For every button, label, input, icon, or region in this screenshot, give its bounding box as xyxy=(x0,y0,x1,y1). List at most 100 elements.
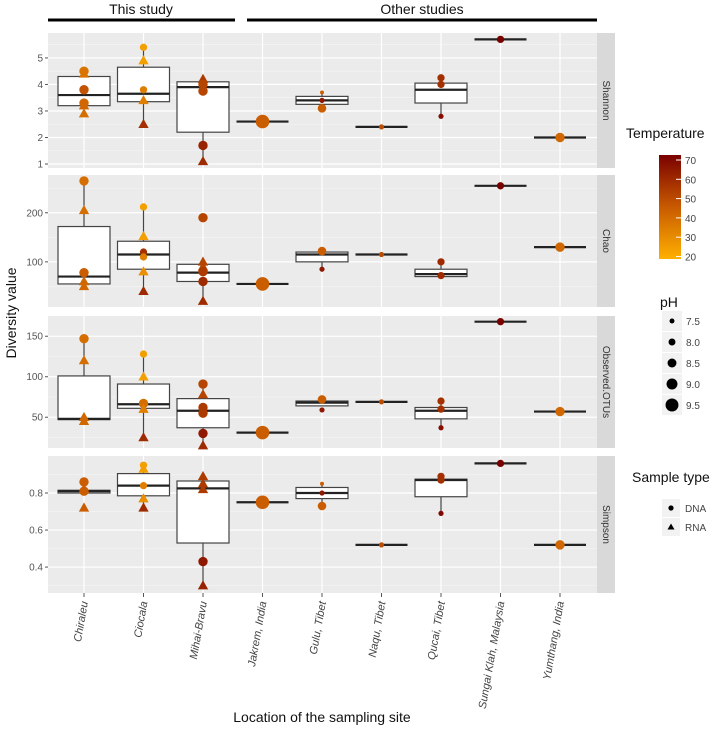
facet-strip xyxy=(597,33,615,168)
data-point-dna xyxy=(139,481,148,490)
data-point-dna xyxy=(198,556,208,567)
ph-label: 8.5 xyxy=(686,359,700,370)
data-point-dna xyxy=(317,395,327,404)
ph-size-key xyxy=(666,378,678,390)
data-point-dna xyxy=(198,276,208,287)
rna-triangle-icon xyxy=(667,523,675,530)
data-point-dna xyxy=(139,350,148,358)
data-point-dna xyxy=(437,397,445,405)
data-point-rna xyxy=(78,68,90,78)
facet-strip-label: Chao xyxy=(600,229,611,253)
x-tick-label: Qucai, Tibet xyxy=(426,600,448,661)
box xyxy=(57,375,111,421)
data-point-dna xyxy=(79,176,89,186)
facet-strip-label: Shannon xyxy=(600,80,611,120)
data-point-dna xyxy=(79,477,89,487)
data-point-dna xyxy=(255,495,270,510)
y-tick-label: 4 xyxy=(37,80,43,91)
data-point-dna xyxy=(438,510,444,516)
data-point-dna xyxy=(317,501,327,511)
legend-title-temperature: Temperature xyxy=(626,125,705,141)
data-point-dna xyxy=(198,212,208,223)
data-point-dna xyxy=(139,253,148,261)
x-tick-label: Jakrem, India xyxy=(246,600,269,668)
data-point-rna xyxy=(138,230,149,241)
data-point-rna xyxy=(197,483,209,494)
sample-type-label: RNA xyxy=(685,523,706,534)
facet-strip xyxy=(597,175,615,307)
data-point-dna xyxy=(437,271,445,280)
data-point-dna xyxy=(437,258,445,266)
data-point-rna xyxy=(138,371,149,381)
temperature-colorbar xyxy=(659,155,681,259)
data-point-dna xyxy=(198,428,208,439)
ph-size-key xyxy=(669,318,675,324)
data-point-dna xyxy=(139,203,148,211)
data-point-rna xyxy=(197,580,209,590)
data-point-dna xyxy=(555,242,565,252)
y-tick-label: 100 xyxy=(26,372,43,383)
data-point-dna xyxy=(437,80,445,89)
data-point-dna xyxy=(378,542,385,548)
ph-size-key xyxy=(668,338,676,346)
y-tick-label: 50 xyxy=(32,413,44,424)
data-point-dna xyxy=(555,406,565,417)
colorbar-label: 60 xyxy=(685,175,697,186)
ph-size-key xyxy=(667,358,677,368)
data-point-dna xyxy=(496,182,505,190)
data-point-rna xyxy=(197,478,209,488)
data-point-dna xyxy=(198,86,208,96)
data-point-dna xyxy=(255,277,270,291)
data-point-dna xyxy=(79,85,89,95)
data-point-rna xyxy=(197,256,209,266)
data-point-rna xyxy=(138,463,149,473)
colorbar-label: 20 xyxy=(685,253,697,264)
colorbar-label: 50 xyxy=(685,195,697,206)
facet-shannon: 1 2 3 4 5 Shannon xyxy=(37,33,615,171)
y-axis-title: Diversity value xyxy=(3,267,19,358)
data-point-rna xyxy=(138,432,149,442)
data-point-rna xyxy=(197,155,209,166)
legend: Temperature 70 60 50 40 30 20 pH 7.5 8.0 8.5 9.0 9.5… xyxy=(626,125,710,536)
data-point-dna xyxy=(378,124,385,130)
data-point-dna xyxy=(555,540,565,550)
data-point-rna xyxy=(138,94,149,105)
data-point-dna xyxy=(198,408,208,418)
data-point-dna xyxy=(496,35,505,44)
facet-strip xyxy=(597,316,615,448)
legend-title-sample-type: Sample type xyxy=(632,469,710,485)
y-tick-label: 3 xyxy=(37,106,43,117)
data-point-dna xyxy=(378,399,385,405)
legend-title-ph: pH xyxy=(660,294,678,310)
data-point-dna xyxy=(198,266,208,277)
data-point-dna xyxy=(319,490,325,496)
data-point-dna xyxy=(320,481,324,486)
data-point-dna xyxy=(319,97,325,103)
data-point-rna xyxy=(138,493,149,503)
data-point-rna xyxy=(78,355,90,365)
facet-strip xyxy=(597,456,615,593)
y-tick-label: 0.6 xyxy=(29,526,43,537)
data-point-rna xyxy=(138,55,149,65)
data-point-dna xyxy=(437,405,445,413)
data-point-dna xyxy=(438,425,444,431)
x-tick-label: Mihai-Bravu xyxy=(188,600,210,660)
data-point-rna xyxy=(197,440,209,450)
x-tick-label: Sungai Klah, Malaysia xyxy=(477,600,508,709)
data-point-dna xyxy=(139,86,148,94)
x-tick-label: Chiraleu xyxy=(72,600,91,642)
x-tick-label: Gulu, Tibet xyxy=(308,600,329,656)
data-point-dna xyxy=(437,74,445,82)
data-point-dna xyxy=(255,114,270,129)
data-point-rna xyxy=(78,108,90,118)
facet-observed-otus: 50 100 150 Observed.OTUs xyxy=(26,316,615,450)
facet-simpson: 0.4 0.6 0.8 Simpson xyxy=(29,456,615,593)
sample-type-label: DNA xyxy=(685,504,706,515)
ph-size-key xyxy=(665,398,679,412)
data-point-dna xyxy=(555,132,565,143)
data-point-rna xyxy=(78,276,90,286)
data-point-dna xyxy=(319,266,325,272)
group-label-other-studies: Other studies xyxy=(380,1,463,17)
dna-circle-icon xyxy=(668,505,674,511)
